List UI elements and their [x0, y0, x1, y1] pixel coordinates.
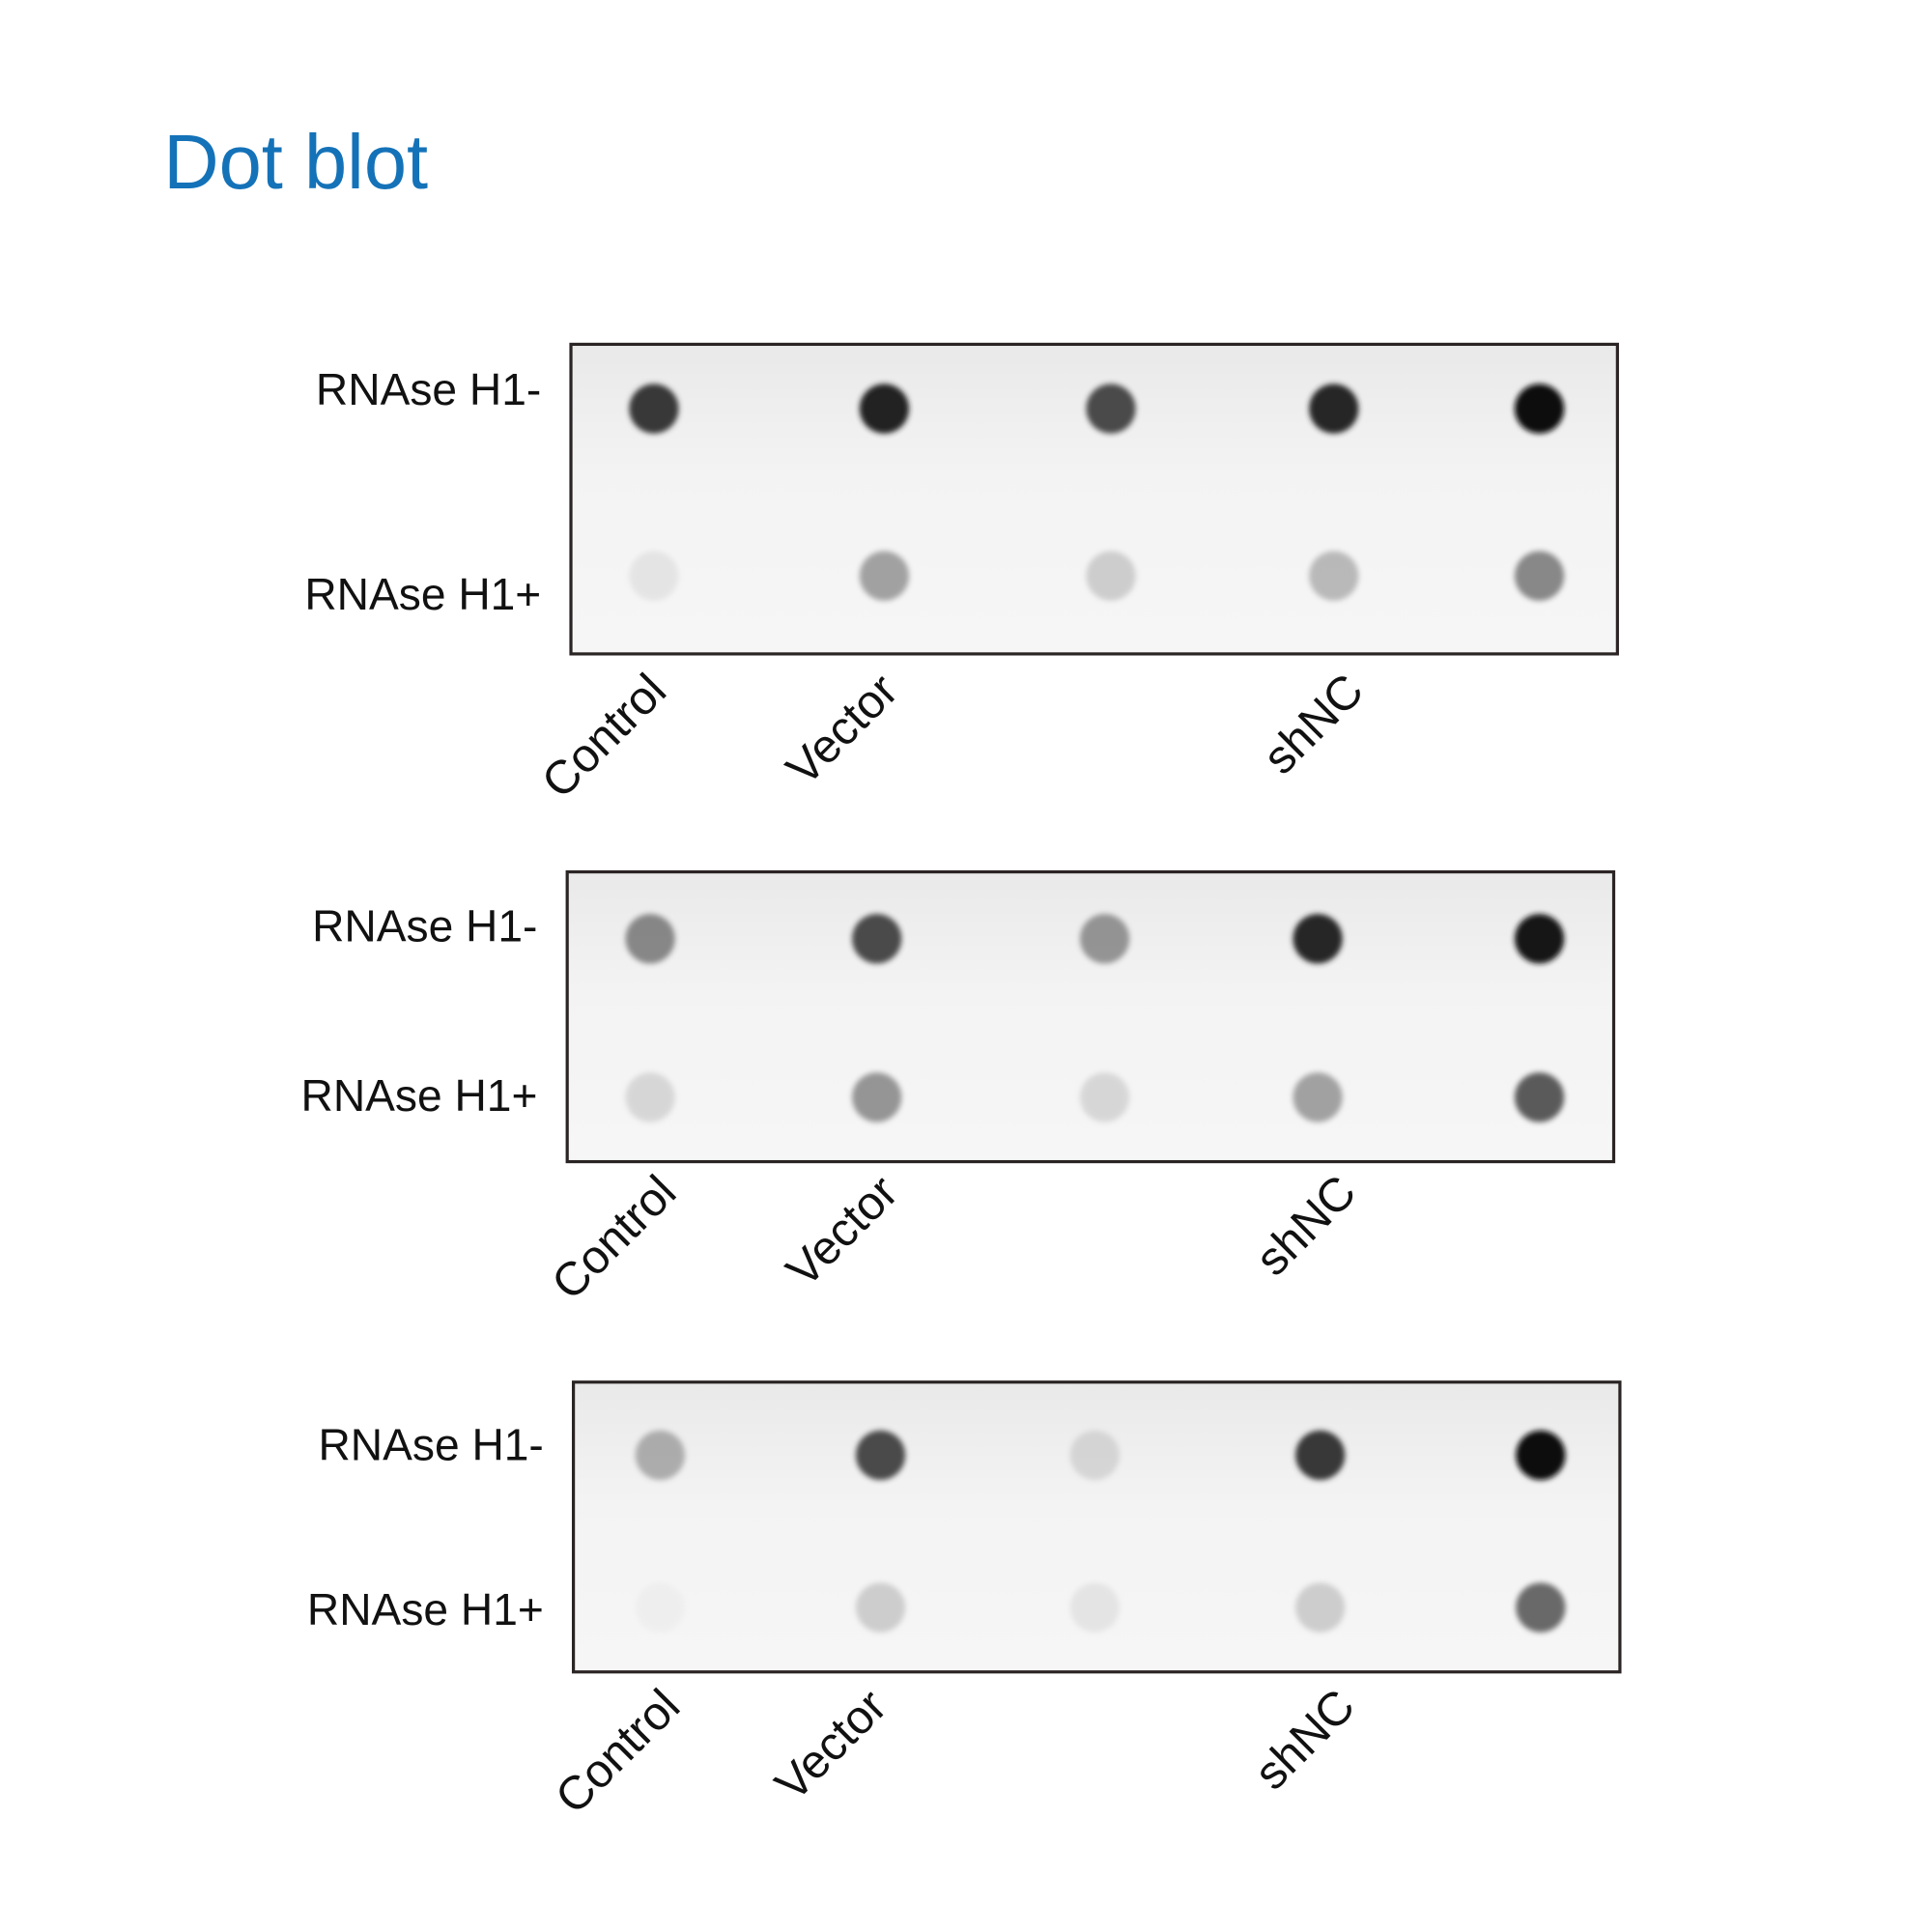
dot-r2-c5: [1516, 1582, 1566, 1633]
dot-r2-c2: [852, 1072, 902, 1122]
dot-r2-c2: [855, 1582, 906, 1633]
dot-r2-c1: [635, 1582, 685, 1633]
dot-r1-c1: [635, 1430, 685, 1481]
dot-r2-c4: [1295, 1582, 1346, 1633]
dot-r1-c4: [1309, 384, 1359, 434]
dot-r2-c5: [1514, 1072, 1565, 1122]
dot-r2-c3: [1079, 1072, 1130, 1122]
column-label: Control: [532, 665, 676, 809]
dot-r1-c1: [629, 384, 679, 434]
dot-r2-c3: [1069, 1582, 1120, 1633]
dot-r1-c2: [859, 384, 910, 434]
dot-r1-c4: [1293, 914, 1343, 964]
row-label: RNAse H1+: [301, 1070, 538, 1121]
dot-r2-c5: [1514, 551, 1565, 601]
column-label: Control: [542, 1166, 686, 1310]
blot-panel-1: RNAse H1- RNAse H1+ Control Vector shNC: [304, 342, 1619, 809]
column-label: shNC: [1254, 665, 1374, 784]
blot-panel-3: RNAse H1- RNAse H1+Control Vector shNC: [307, 1380, 1622, 1824]
dot-r1-c3: [1086, 384, 1136, 434]
dot-r2-c1: [629, 551, 679, 601]
row-label: RNAse H1+: [307, 1584, 544, 1634]
dot-r2-c4: [1293, 1072, 1343, 1122]
dot-r1-c4: [1295, 1430, 1346, 1481]
column-label: Vector: [777, 1166, 908, 1297]
dot-r1-c5: [1514, 914, 1565, 964]
column-label: shNC: [1246, 1166, 1366, 1286]
dot-r1-c5: [1516, 1430, 1566, 1481]
column-label: Vector: [765, 1680, 896, 1811]
dot-r2-c3: [1086, 551, 1136, 601]
membrane: [565, 869, 1616, 1164]
dot-r1-c2: [855, 1430, 906, 1481]
row-label: RNAse H1-: [318, 1420, 543, 1470]
row-label: RNAse H1+: [304, 569, 541, 619]
dot-r2-c1: [625, 1072, 675, 1122]
dot-r2-c4: [1309, 551, 1359, 601]
blot-panel-2: RNAse H1- RNAse H1+Control Vector shNC: [301, 869, 1616, 1310]
dot-r1-c3: [1069, 1430, 1120, 1481]
column-label: shNC: [1245, 1680, 1365, 1800]
dot-r1-c3: [1079, 914, 1130, 964]
dot-r1-c5: [1514, 384, 1565, 434]
column-label: Control: [546, 1680, 690, 1824]
row-label: RNAse H1-: [316, 364, 541, 414]
dot-r2-c2: [859, 551, 910, 601]
column-label: Vector: [777, 665, 908, 796]
row-label: RNAse H1-: [312, 900, 537, 951]
figure-title: Dot blot: [163, 119, 428, 205]
dot-r1-c1: [625, 914, 675, 964]
dot-r1-c2: [852, 914, 902, 964]
